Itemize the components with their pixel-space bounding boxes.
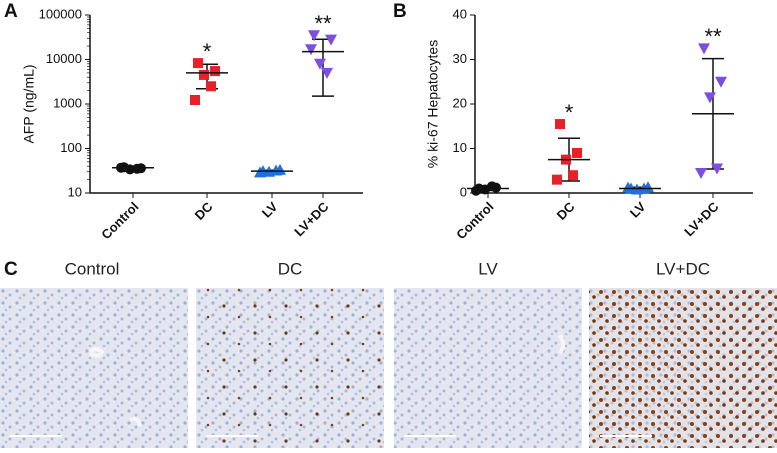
- x-tick-label: LV: [259, 199, 281, 221]
- data-point: [314, 58, 326, 70]
- y-tick-label: 40: [453, 6, 467, 21]
- data-point: [572, 147, 582, 158]
- micrograph-panel: [0, 288, 777, 448]
- significance-label: *: [203, 39, 212, 64]
- y-tick-label: 100000: [39, 6, 82, 21]
- x-tick-label: DC: [192, 199, 216, 223]
- data-point: [193, 58, 203, 69]
- data-point: [695, 167, 707, 179]
- data-point: [254, 166, 266, 178]
- data-point: [555, 119, 565, 130]
- y-axis-label: AFP (ng/mL): [21, 64, 37, 143]
- x-tick-label: LV: [627, 199, 649, 221]
- data-point: [487, 181, 497, 192]
- x-tick-label: Control: [453, 199, 496, 242]
- data-point: [704, 92, 716, 104]
- panel-label: C: [4, 259, 18, 280]
- y-axis-label: % ki-67 Hepatocytes: [425, 40, 441, 168]
- y-tick-label: 10000: [46, 51, 82, 66]
- y-tick-label: 10: [453, 140, 467, 155]
- significance-label: **: [704, 24, 722, 49]
- panel-label: A: [4, 1, 18, 22]
- micrograph: [394, 288, 582, 448]
- significance-label: **: [314, 11, 332, 36]
- micrograph-label: LV: [478, 259, 498, 278]
- x-tick-label: LV+DC: [291, 199, 332, 240]
- x-tick-label: LV+DC: [681, 199, 722, 240]
- data-point: [698, 43, 710, 55]
- data-point: [568, 170, 578, 181]
- micrograph-label: Control: [65, 259, 120, 278]
- data-point: [305, 44, 317, 56]
- data-point: [325, 34, 337, 46]
- y-tick-label: 20: [453, 95, 467, 110]
- vessel: [88, 333, 565, 427]
- data-point: [270, 164, 282, 176]
- data-point: [308, 30, 320, 42]
- data-point: [190, 94, 200, 105]
- y-tick-label: 0: [460, 184, 467, 199]
- stain-overlay: [589, 288, 777, 448]
- y-tick-label: 100: [60, 140, 82, 155]
- data-point: [471, 185, 481, 196]
- y-tick-label: 1000: [53, 95, 82, 110]
- data-point: [132, 163, 142, 174]
- significance-label: *: [565, 100, 574, 125]
- data-point: [715, 76, 727, 88]
- stain-overlay: [196, 288, 384, 448]
- data-point: [552, 174, 562, 185]
- micrograph: [0, 288, 188, 448]
- data-point: [622, 181, 634, 193]
- micrograph-label: LV+DC: [656, 259, 710, 278]
- data-point: [206, 81, 216, 92]
- y-tick-label: 10: [68, 184, 82, 199]
- y-tick-label: 30: [453, 51, 467, 66]
- data-point: [210, 66, 220, 77]
- x-tick-label: DC: [554, 199, 578, 223]
- panel-label: B: [393, 1, 407, 22]
- data-point: [321, 67, 333, 79]
- data-point: [711, 163, 723, 175]
- data-point: [199, 69, 209, 80]
- micrograph-label: DC: [278, 259, 303, 278]
- x-tick-label: Control: [98, 199, 141, 242]
